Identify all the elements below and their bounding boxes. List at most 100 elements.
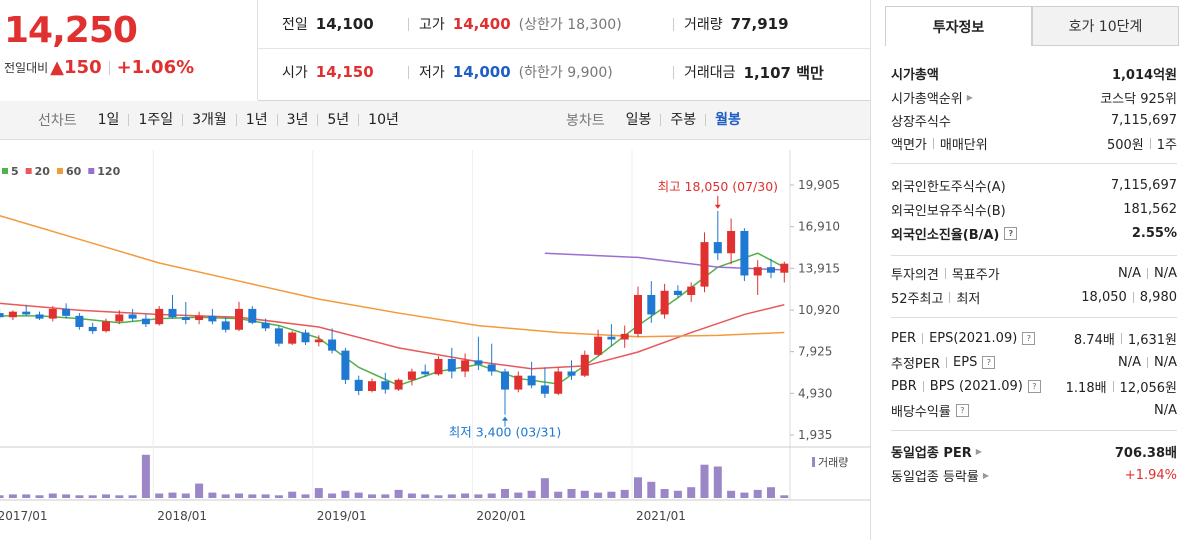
toolbar: 선차트 1일 1주일 3개월 1년 3년 5년 10년 봉차트 일봉 주봉 월봉 (0, 101, 870, 140)
value: N/A (1154, 265, 1177, 281)
candle-body (554, 371, 563, 394)
volume-bar (540, 478, 549, 498)
period-button[interactable]: 5년 (317, 113, 358, 127)
label: 동일업종 등락률 (891, 469, 979, 485)
volume-bar (381, 494, 390, 498)
candle-body (780, 263, 789, 273)
value: 14,000 (452, 63, 511, 81)
period-button[interactable]: 1일 (97, 112, 120, 128)
value: 7,115,697 (1110, 112, 1177, 128)
info-value: N/A (1154, 403, 1177, 418)
value: N/A (1154, 354, 1177, 370)
info-label: 시가총액 (891, 64, 939, 83)
link-arrow[interactable]: ▶ (982, 470, 990, 480)
info-value: 706.38배 (1115, 442, 1177, 461)
candle-body (461, 360, 470, 372)
value: 706.38배 (1114, 445, 1177, 461)
help-icon[interactable]: ? (1027, 379, 1041, 393)
info-label: 동일업종 등락률 ▶ (891, 466, 989, 485)
separator (932, 137, 934, 149)
tab[interactable]: 호가 10단계 (1032, 6, 1179, 46)
volume-bar (301, 494, 310, 498)
volume-bar (168, 492, 177, 498)
info-value: N/A N/A (1118, 266, 1177, 281)
chart: 2017/01 2018/01 2019/01 2020/01 2021/01 19,90… (0, 150, 870, 523)
help-icon[interactable]: ? (1004, 226, 1018, 240)
link-arrow[interactable]: ▶ (975, 446, 982, 456)
change-pct: +1.06% (116, 57, 195, 78)
label: 최저 (956, 291, 981, 307)
info-value: 2.55% (1132, 226, 1177, 241)
candle-body (35, 314, 44, 319)
info-value: 1,014억원 (1112, 64, 1177, 83)
summary-cell: 거래대금 1,107 백만 (673, 62, 824, 83)
period-button[interactable]: 1년 (235, 113, 277, 127)
separator (946, 356, 948, 368)
label: 동일업종 PER (891, 445, 972, 461)
volume-bar (22, 494, 31, 498)
legend-swatch (25, 168, 32, 174)
summary-cell: 고가 14,400 (상한가 18,300) (408, 14, 622, 34)
separator (108, 60, 110, 75)
info-label: 배당수익률? (891, 401, 969, 420)
candle-body (368, 381, 376, 391)
candle-body (75, 315, 84, 327)
period-button[interactable]: 일봉 (625, 112, 652, 128)
value: 코스닥 925위 (1100, 91, 1177, 107)
volume-bar (474, 494, 483, 498)
tab[interactable]: 투자정보 (885, 6, 1032, 46)
label: 배당수익률 (891, 404, 951, 420)
volume-bar (753, 489, 762, 498)
candle-body (354, 379, 363, 391)
volume-bar (514, 492, 523, 498)
volume-bar (75, 495, 84, 498)
label: 외국인소진율(B/A) (891, 227, 1000, 243)
info-label: 시가총액순위 ▶ (891, 88, 973, 107)
label: 시가 (282, 65, 308, 81)
info-value: 7,115,697 (1111, 178, 1177, 193)
volume-bar (195, 483, 204, 498)
period-button[interactable]: 3년 (276, 113, 318, 127)
period-button[interactable]: 주봉 (660, 113, 705, 127)
volume-bar (687, 487, 696, 498)
help-icon[interactable]: ? (982, 355, 996, 369)
x-tick-label: 2020/01 (476, 509, 526, 523)
period-button[interactable]: 3개월 (182, 113, 236, 127)
label: 매매단위 (939, 137, 988, 153)
value: 77,919 (730, 15, 789, 33)
value: 14,150 (315, 63, 374, 81)
candle-body (274, 328, 283, 344)
info-value: 7,115,697 (1111, 113, 1177, 128)
y-tick-label: 16,910 (798, 220, 840, 234)
period-button[interactable]: 월봉 (705, 113, 750, 127)
info-row: 액면가 매매단위 500원 1주 (891, 132, 1177, 154)
candle-body (288, 332, 297, 344)
period-button[interactable]: 1주일 (128, 113, 182, 127)
extra: (상한가 18,300) (518, 17, 622, 33)
volume-bar (620, 489, 629, 498)
label: 추정PER (891, 356, 941, 372)
link-arrow[interactable]: ▶ (966, 92, 973, 102)
help-icon[interactable]: ? (955, 403, 969, 417)
period-button[interactable]: 10년 (358, 113, 408, 127)
candle-body (195, 315, 204, 321)
info-row: 시가총액순위 ▶ 코스닥 925위 (891, 86, 1177, 108)
info-value: +1.94% (1125, 468, 1177, 483)
volume-bar (567, 489, 576, 498)
info-label: 동일업종 PER ▶ (891, 442, 982, 461)
candle-body (421, 371, 430, 375)
info-label: 추정PER EPS? (891, 353, 996, 372)
info-value: 8.74배 1,631원 (1074, 329, 1177, 348)
value: N/A (1118, 265, 1141, 281)
legend-label: 5 (11, 165, 19, 178)
separator (1149, 137, 1151, 149)
volume-bar (394, 489, 403, 498)
change-value: ▲150 (50, 57, 102, 78)
volume-bar (221, 494, 230, 498)
candle-body (580, 354, 589, 376)
candle-body (727, 230, 736, 254)
help-icon[interactable]: ? (1022, 331, 1036, 345)
info-label: 52주최고 최저 (891, 288, 980, 307)
label: 상장주식수 (891, 114, 951, 130)
